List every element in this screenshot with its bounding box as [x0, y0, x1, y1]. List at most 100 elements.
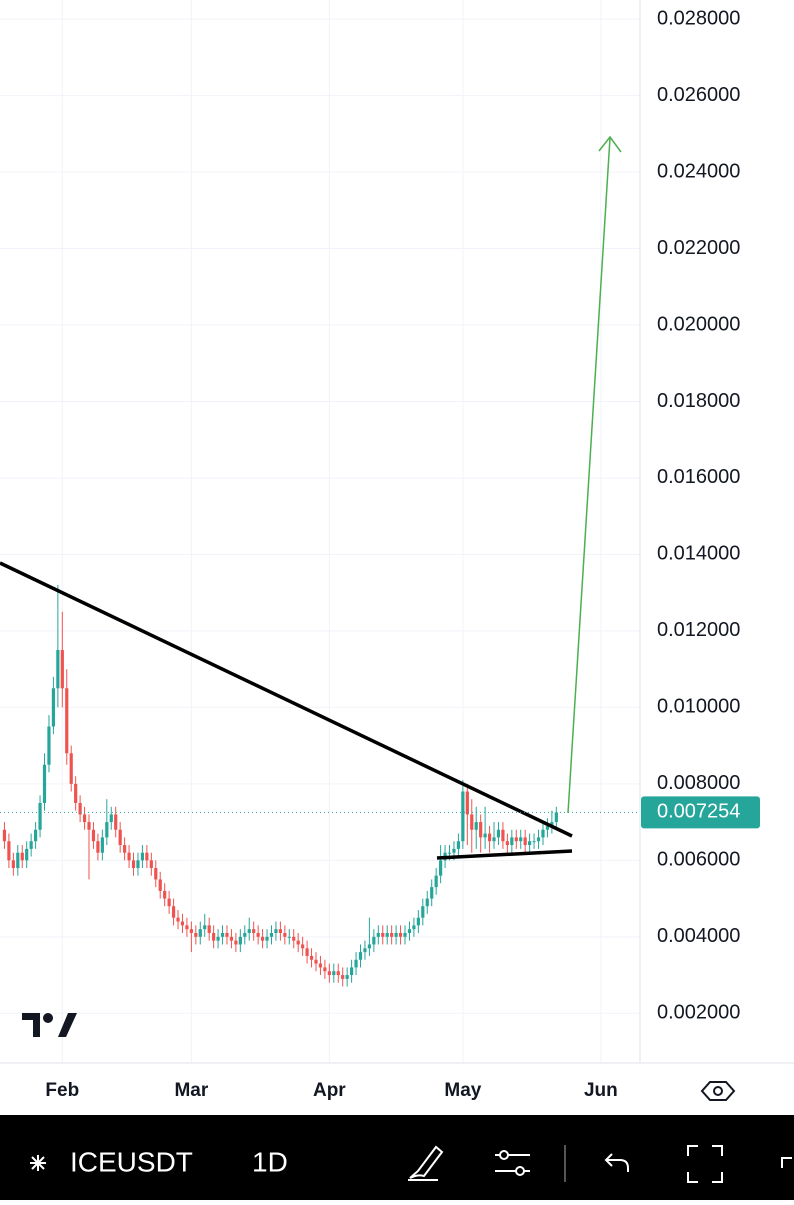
candle-body	[220, 932, 225, 937]
y-tick-label: 0.014000	[657, 543, 740, 565]
candle-body	[461, 791, 465, 842]
candle-body	[318, 963, 323, 968]
undo-icon[interactable]	[604, 1153, 629, 1172]
candle-body	[25, 848, 29, 861]
candle-body	[216, 936, 220, 941]
candle-body	[452, 848, 456, 853]
sparkle-icon[interactable]	[30, 1155, 46, 1171]
candle-body	[416, 917, 420, 926]
candle-body	[523, 837, 527, 846]
candle-body	[554, 812, 558, 823]
candle-body	[114, 814, 118, 830]
candle-body	[354, 959, 358, 968]
pencil-icon[interactable]	[408, 1145, 444, 1181]
candle-body	[185, 925, 189, 930]
y-tick-label: 0.024000	[657, 160, 740, 182]
candle-body	[434, 875, 438, 888]
x-tick-label: Apr	[313, 1080, 346, 1101]
candle-body	[82, 814, 87, 823]
candle-body	[154, 867, 158, 880]
candle-body	[167, 898, 171, 907]
candle-body	[2, 829, 7, 842]
grid	[0, 0, 640, 1063]
support-trendline	[436, 849, 573, 860]
candle-body	[287, 936, 291, 938]
candle-body	[87, 822, 91, 830]
candle-body	[358, 952, 363, 960]
candle-body	[16, 852, 20, 868]
resistance-trendline	[0, 561, 573, 838]
candle-body	[96, 841, 100, 853]
candle-body	[256, 932, 260, 937]
toolbar	[0, 1115, 794, 1200]
candle-body	[439, 860, 443, 876]
candle-body	[91, 829, 96, 842]
candle-body	[465, 791, 469, 815]
y-tick-label: 0.002000	[657, 1002, 740, 1024]
candle-body	[309, 955, 314, 960]
y-tick-label: 0.006000	[657, 849, 740, 871]
candle-body	[131, 860, 136, 868]
candle-body	[412, 925, 416, 930]
toolbar-icons	[30, 1145, 792, 1183]
candle-body	[56, 650, 60, 689]
candle-body	[528, 841, 532, 846]
candle-body	[301, 944, 305, 949]
candle-body	[456, 841, 461, 849]
candle-body	[332, 971, 336, 976]
candle-body	[51, 688, 56, 727]
candle-body	[296, 940, 300, 945]
candle-body	[385, 932, 389, 937]
candle-body	[243, 932, 247, 937]
candle-body	[274, 929, 278, 933]
candle-body	[381, 932, 385, 937]
candle-body	[163, 890, 167, 899]
x-tick-label: Jun	[584, 1080, 618, 1101]
candle-body	[425, 898, 429, 907]
candle-body	[38, 802, 42, 830]
candle-body	[447, 852, 452, 854]
candle-body	[403, 932, 407, 937]
candle-body	[541, 829, 545, 838]
candle-body	[492, 837, 496, 842]
candle-body	[398, 932, 403, 937]
candle-body	[505, 841, 509, 846]
candle-body	[323, 967, 327, 972]
candle-body	[180, 921, 185, 926]
candle-body	[407, 929, 412, 933]
settings-icon[interactable]	[700, 1081, 736, 1101]
candle-body	[69, 753, 73, 784]
candle-body	[171, 906, 176, 918]
y-tick-label: 0.010000	[657, 696, 740, 718]
more-icon[interactable]	[781, 1157, 792, 1168]
candle-body	[34, 829, 38, 842]
candle-body	[105, 822, 109, 838]
candle-body	[29, 841, 33, 849]
candle-body	[519, 837, 523, 842]
candle-body	[74, 783, 78, 803]
candle-body	[20, 852, 24, 861]
y-tick-label: 0.012000	[657, 619, 740, 641]
candle-body	[336, 971, 340, 976]
candle-body	[269, 932, 274, 937]
y-tick-label: 0.022000	[657, 237, 740, 259]
candle-body	[78, 802, 82, 815]
candle-body	[189, 929, 193, 933]
candle-body	[109, 814, 113, 823]
x-tick-label: Mar	[174, 1080, 208, 1101]
symbol[interactable]: ICEUSDT	[70, 1146, 193, 1177]
candle-body	[510, 837, 514, 846]
candle-body	[514, 837, 518, 842]
candle-body	[532, 841, 536, 843]
last-price-tag	[641, 796, 760, 829]
candle-body	[238, 936, 242, 945]
candle-body	[225, 932, 229, 937]
y-tick-label: 0.028000	[657, 7, 740, 29]
fullscreen-icon[interactable]	[687, 1145, 723, 1183]
candle-body	[123, 845, 127, 853]
x-tick-label: May	[444, 1080, 481, 1101]
last-price-label: 0.007254	[657, 801, 740, 823]
interval[interactable]: 1D	[252, 1146, 288, 1177]
candle-body	[421, 906, 425, 918]
